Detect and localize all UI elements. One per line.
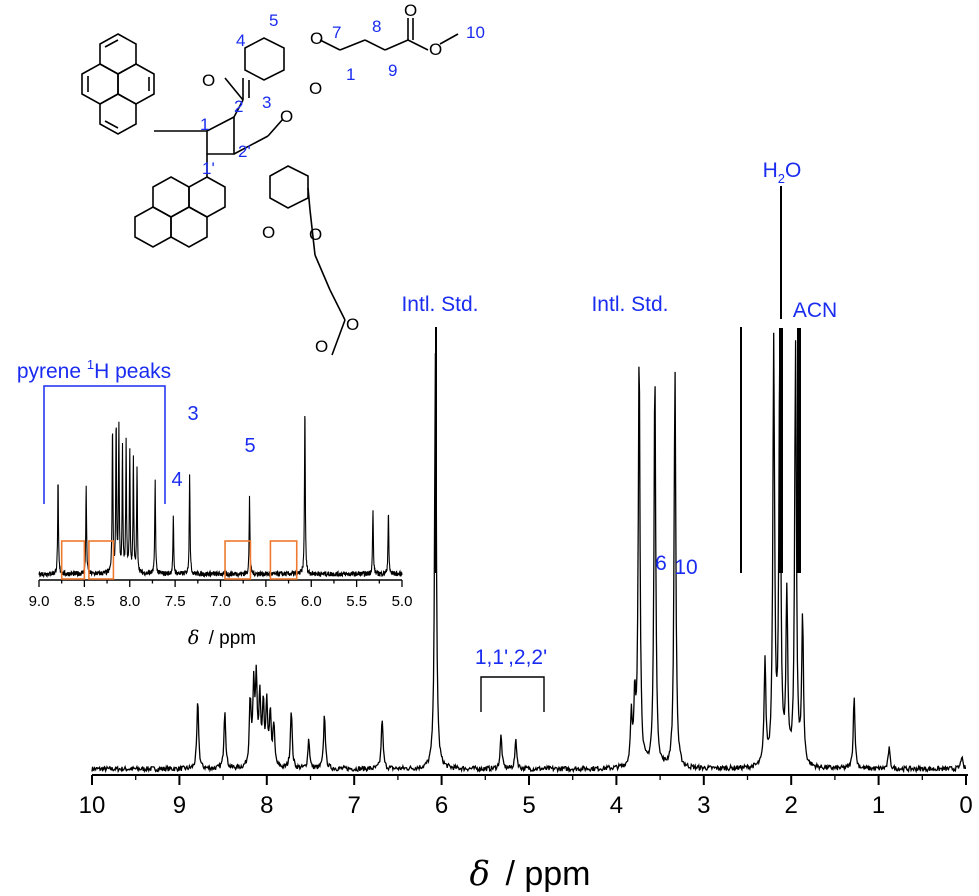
oxygen-5: O bbox=[404, 1, 417, 20]
inset-tick-label: 5.5 bbox=[346, 593, 367, 610]
atom-label-2p: 2' bbox=[238, 142, 251, 161]
main-tick-label: 9 bbox=[173, 792, 186, 819]
main-tick-label: 4 bbox=[610, 792, 623, 819]
inset-highlight-box bbox=[224, 540, 252, 580]
pyrene-top bbox=[81, 33, 155, 135]
inset-highlight-box bbox=[88, 540, 115, 580]
inset-highlight-box bbox=[60, 540, 86, 580]
main-tick-label: 3 bbox=[697, 792, 710, 819]
atom-label-8: 8 bbox=[372, 17, 381, 36]
main-tick-label: 0 bbox=[959, 792, 972, 819]
inset-tick-label: 7.5 bbox=[165, 593, 186, 610]
main-tick-label: 2 bbox=[785, 792, 798, 819]
oxygen-6: O bbox=[429, 40, 442, 59]
main-tick-label: 8 bbox=[260, 792, 273, 819]
inset-tick-label: 6.0 bbox=[301, 593, 322, 610]
main-x-tick-labels: 10 9 8 7 6 5 4 3 2 1 0 bbox=[79, 792, 973, 819]
inset-spectrum-plot: 9.0 8.5 8.0 7.5 7.0 6.5 6.0 5.5 5.0 δ / ppm pyre… bbox=[17, 357, 413, 649]
atom-label-1b: 1 bbox=[346, 65, 355, 84]
inset-x-axis-symbol: δ bbox=[188, 627, 199, 649]
atom-label-4: 4 bbox=[236, 31, 245, 50]
inset-highlight-box bbox=[269, 540, 298, 580]
inset-tick-label: 8.5 bbox=[74, 593, 95, 610]
h2o-label: H2O bbox=[763, 159, 802, 186]
atom-label-9: 9 bbox=[388, 61, 397, 80]
oxygen-1: O bbox=[310, 29, 323, 48]
structure-labels: 1 1' 2 2' 3 4 5 7 8 9 10 1 O O O O O O O… bbox=[200, 1, 485, 356]
inset-tick-label: 8.0 bbox=[119, 593, 140, 610]
inset-x-ticks bbox=[38, 580, 403, 587]
intl-std-label-2: Intl. Std. bbox=[591, 293, 668, 316]
atom-label-7: 7 bbox=[332, 23, 341, 42]
pyrene-label: pyrene 1H peaks bbox=[17, 357, 171, 383]
peak-3-label: 3 bbox=[187, 403, 198, 425]
oxygen-9: O bbox=[346, 315, 359, 334]
cyclobutane-ring bbox=[206, 115, 235, 155]
atom-label-1p: 1' bbox=[202, 159, 215, 178]
oxygen-7: O bbox=[262, 223, 275, 242]
intl-std-label-1: Intl. Std. bbox=[401, 293, 478, 316]
cyclobutane-bracket bbox=[480, 676, 545, 712]
inset-tick-label: 5.0 bbox=[392, 593, 413, 610]
atom-label-5: 5 bbox=[269, 11, 278, 30]
inset-tick-label: 9.0 bbox=[29, 593, 50, 610]
oxygen-3: O bbox=[202, 71, 215, 90]
atom-label-3: 3 bbox=[262, 93, 271, 112]
main-tick-label: 10 bbox=[79, 792, 106, 819]
main-annotations: Intl. Std. Intl. Std. 6 10 H2O ACN 1,1',… bbox=[401, 159, 837, 712]
peak-6-label: 6 bbox=[655, 552, 667, 575]
oxygen-4: O bbox=[280, 107, 293, 126]
peak-5-label: 5 bbox=[244, 435, 255, 457]
inset-x-axis-label: δ / ppm bbox=[188, 627, 256, 649]
oxygen-10: O bbox=[315, 337, 328, 356]
atom-label-1: 1 bbox=[200, 115, 209, 134]
main-tick-label: 7 bbox=[348, 792, 361, 819]
inset-tick-label: 6.5 bbox=[255, 593, 276, 610]
inset-tick-label: 7.0 bbox=[210, 593, 231, 610]
cyclobutane-label: 1,1',2,2' bbox=[475, 646, 547, 669]
peak-10-label: 10 bbox=[674, 556, 697, 579]
main-tick-label: 5 bbox=[522, 792, 535, 819]
main-x-axis-label: δ / ppm bbox=[470, 854, 591, 894]
oxygen-2: O bbox=[309, 79, 322, 98]
main-spectrum-trace bbox=[91, 332, 967, 774]
inset-highlight-boxes bbox=[60, 540, 298, 580]
inset-spectrum-trace bbox=[38, 415, 403, 579]
main-x-axis-unit: / ppm bbox=[505, 855, 590, 893]
oxygen-8: O bbox=[309, 225, 322, 244]
pyrene-bottom bbox=[134, 176, 226, 248]
inset-x-axis-unit: / ppm bbox=[209, 628, 257, 649]
main-x-ticks bbox=[91, 775, 967, 785]
acn-label: ACN bbox=[793, 299, 837, 322]
main-tick-label: 6 bbox=[435, 792, 448, 819]
peak-4-label: 4 bbox=[171, 469, 182, 491]
main-x-axis-symbol: δ bbox=[470, 854, 490, 894]
atom-label-10: 10 bbox=[466, 23, 485, 42]
pyrene-bracket bbox=[43, 385, 166, 504]
chemical-structure bbox=[81, 18, 459, 356]
inset-x-tick-labels: 9.0 8.5 8.0 7.5 7.0 6.5 6.0 5.5 5.0 bbox=[29, 593, 413, 610]
main-tick-label: 1 bbox=[872, 792, 885, 819]
main-spectrum-plot: 10 9 8 7 6 5 4 3 2 1 0 δ / ppm bbox=[79, 332, 973, 894]
atom-label-2: 2 bbox=[234, 97, 243, 116]
